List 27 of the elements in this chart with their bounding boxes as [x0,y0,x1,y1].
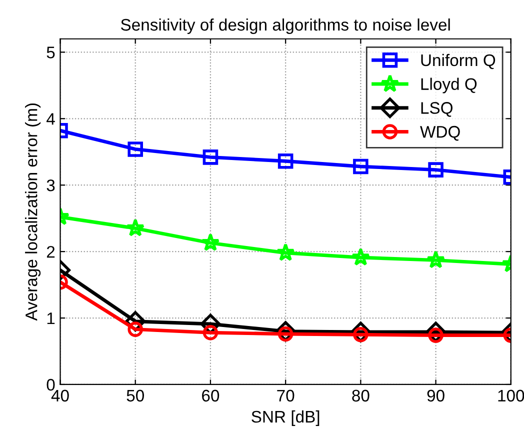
x-tick-label: 60 [202,390,220,402]
point [351,248,370,266]
legend-label: WDQ [420,126,460,141]
y-tick-label: 1 [47,312,55,324]
y-tick-label: 3 [46,179,55,192]
legend-label: LSQ [421,102,453,117]
x-tick-label: 40 [51,390,69,402]
y-tick-label: 4 [46,113,55,125]
point [278,154,294,169]
y-axis-title: Average localization error (m) [25,104,41,321]
x-tick-label: 90 [427,390,444,402]
y-tick-label: 0 [46,378,55,391]
legend-label: Lloyd Q [421,78,477,94]
x-axis-title: SNR [dB] [252,410,320,426]
legend-label: Uniform Q [421,54,496,70]
x-tick-label: 70 [277,390,294,402]
point [202,325,218,340]
x-tick-label: 100 [498,390,524,402]
point [202,150,218,165]
chart-title: Sensitivity of design algorithms to noise level [120,18,450,34]
point [201,233,220,252]
y-tick-label: 2 [46,246,55,258]
point [276,243,295,262]
y-tick-label: 5 [46,46,55,58]
x-tick-label: 50 [126,390,144,402]
x-tick-label: 80 [352,390,370,402]
point [353,158,368,174]
